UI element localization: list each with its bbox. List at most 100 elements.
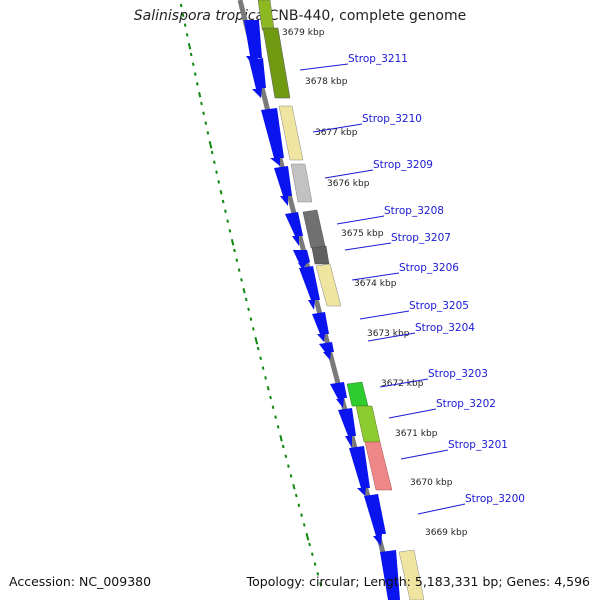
kbp-label: 3679 kbp (282, 28, 325, 38)
gc-tick (292, 483, 296, 490)
gc-tick (206, 131, 210, 135)
gene-label[interactable]: Strop_3203 (428, 368, 488, 380)
kbp-label: 3678 kbp (305, 77, 348, 87)
cog-block (262, 27, 291, 99)
accession-label: Accession: NC_009380 (9, 574, 152, 589)
gc-tick (266, 385, 270, 391)
gene-labels: Strop_3211 Strop_3210 Strop_3209 Strop_3208… (299, 53, 525, 515)
cds-arrow[interactable] (293, 250, 310, 270)
gene-leader-line (324, 169, 374, 179)
gc-tick (224, 209, 227, 214)
gc-tick (179, 3, 183, 8)
cds-arrow[interactable] (319, 342, 334, 360)
gc-tick (300, 513, 303, 517)
gc-tick (230, 238, 235, 246)
gc-tick (183, 23, 187, 27)
gc-tick (271, 405, 275, 410)
gc-tick (289, 474, 293, 478)
kbp-label: 3677 kbp (315, 128, 358, 138)
gc-tick (281, 444, 285, 449)
gc-tick (235, 258, 239, 263)
gc-tick (259, 356, 262, 361)
gc-tick (319, 581, 323, 587)
gc-tick (193, 72, 197, 76)
gc-tick (264, 376, 267, 380)
gc-tick (226, 219, 230, 223)
gc-tick (208, 140, 213, 149)
cds-arrow[interactable] (244, 20, 262, 66)
gc-tick (313, 562, 317, 566)
kbp-label: 3676 kbp (327, 179, 370, 189)
cds-arrow[interactable] (274, 166, 292, 206)
gene-leader-line (417, 503, 466, 515)
gene-label[interactable]: Strop_3202 (436, 398, 496, 410)
gc-tick (305, 532, 310, 541)
kbp-label: 3674 kbp (354, 279, 397, 289)
gene-label[interactable]: Strop_3200 (465, 493, 525, 505)
gc-tick (254, 336, 259, 345)
gc-tick-track (179, 3, 323, 587)
kbp-label: 3672 kbp (381, 379, 424, 389)
gc-tick (210, 150, 214, 155)
gc-tick (212, 160, 216, 165)
cds-arrow[interactable] (364, 494, 386, 546)
cog-block (311, 245, 330, 265)
kbp-label: 3671 kbp (395, 429, 438, 439)
gc-tick (274, 415, 277, 419)
gene-label[interactable]: Strop_3208 (384, 205, 444, 217)
cog-block (364, 441, 393, 491)
gene-label[interactable]: Strop_3201 (448, 439, 508, 451)
gc-tick (189, 52, 193, 57)
gene-label[interactable]: Strop_3206 (399, 262, 459, 274)
gc-tick (284, 454, 288, 459)
cds-arrow[interactable] (380, 550, 400, 600)
gc-tick (181, 13, 185, 18)
gc-tick (191, 62, 195, 67)
species-name: Salinispora tropica (133, 8, 265, 24)
gene-leader-line (351, 272, 400, 281)
gene-leader-line (312, 123, 363, 133)
cog-block (257, 0, 275, 31)
gc-tick (219, 189, 223, 195)
gc-tick (249, 317, 253, 321)
cds-arrow[interactable] (338, 408, 356, 448)
cds-arrow[interactable] (285, 212, 303, 246)
gc-tick (228, 229, 232, 233)
gene-label[interactable]: Strop_3204 (415, 322, 475, 334)
gene-leader-line (388, 408, 437, 419)
gene-leader-line (379, 378, 429, 388)
cog-block (346, 381, 369, 407)
cds-arrow[interactable] (299, 266, 320, 310)
gc-tick (240, 278, 243, 282)
cds-arrow[interactable] (312, 312, 329, 342)
gc-tick (215, 170, 218, 174)
kbp-labels: 3679 kbp 3678 kbp 3677 kbp 3676 kbp 3675 kbp… (282, 28, 468, 538)
gc-tick (221, 199, 225, 204)
gene-label[interactable]: Strop_3210 (362, 113, 422, 125)
gc-tick (252, 327, 255, 331)
gc-tick (316, 572, 320, 576)
gc-tick (198, 91, 202, 98)
cog-block (398, 549, 425, 600)
gc-tick (244, 297, 248, 302)
gc-tick (287, 464, 290, 468)
gc-tick (200, 101, 203, 106)
gene-label[interactable]: Strop_3207 (391, 232, 451, 244)
gc-tick (233, 248, 236, 253)
gene-label[interactable]: Strop_3211 (348, 53, 408, 65)
gene-label[interactable]: Strop_3209 (373, 159, 433, 171)
cds-arrow[interactable] (249, 58, 266, 98)
gc-tick (310, 552, 314, 557)
cds-arrow[interactable] (261, 108, 284, 166)
gc-tick (276, 425, 280, 429)
gc-tick (202, 111, 205, 116)
cds-arrow[interactable] (330, 382, 347, 408)
cds-arrow[interactable] (349, 446, 370, 496)
gc-tick (237, 268, 241, 272)
gc-tick (187, 42, 192, 50)
gene-label[interactable]: Strop_3205 (409, 300, 469, 312)
gene-leader-line (359, 310, 410, 320)
gene-leader-line (344, 242, 392, 251)
gc-tick (279, 434, 283, 442)
